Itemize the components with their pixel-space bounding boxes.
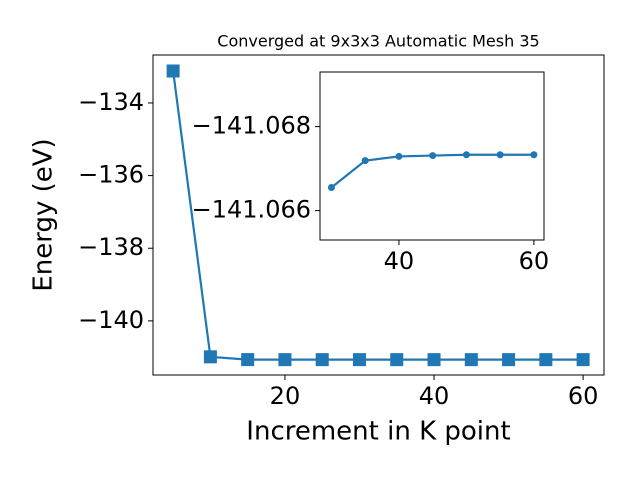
x-tick-label: 60 bbox=[568, 382, 599, 410]
data-point bbox=[530, 151, 538, 159]
data-point bbox=[496, 151, 504, 159]
y-tick-label: −138 bbox=[78, 233, 144, 261]
data-point bbox=[315, 353, 329, 367]
y-tick-label: −141.068 bbox=[192, 112, 311, 140]
data-point bbox=[462, 151, 470, 159]
data-point bbox=[278, 353, 292, 367]
data-point bbox=[576, 353, 590, 367]
y-tick-label: −141.066 bbox=[192, 196, 311, 224]
data-point bbox=[539, 353, 553, 367]
data-point bbox=[427, 353, 441, 367]
y-tick-label: −136 bbox=[78, 161, 144, 189]
data-point bbox=[390, 353, 404, 367]
data-point bbox=[352, 353, 366, 367]
chart-title: Converged at 9x3x3 Automatic Mesh 35 bbox=[217, 32, 539, 51]
x-tick-label: 40 bbox=[419, 382, 450, 410]
data-point bbox=[166, 64, 180, 78]
y-tick-label: −134 bbox=[78, 88, 144, 116]
data-point bbox=[502, 353, 516, 367]
data-point bbox=[241, 353, 255, 367]
y-tick-label: −140 bbox=[78, 306, 144, 334]
data-point bbox=[464, 353, 478, 367]
data-point bbox=[395, 152, 403, 160]
data-point bbox=[203, 350, 217, 364]
x-axis-label: Increment in K point bbox=[246, 417, 510, 447]
y-axis-label: Energy (eV) bbox=[29, 138, 59, 291]
data-point bbox=[327, 184, 335, 191]
x-tick-label: 60 bbox=[519, 247, 550, 275]
data-point bbox=[361, 157, 369, 165]
x-tick-label: 40 bbox=[384, 247, 415, 275]
x-tick-label: 20 bbox=[270, 382, 301, 410]
data-point bbox=[429, 152, 437, 160]
